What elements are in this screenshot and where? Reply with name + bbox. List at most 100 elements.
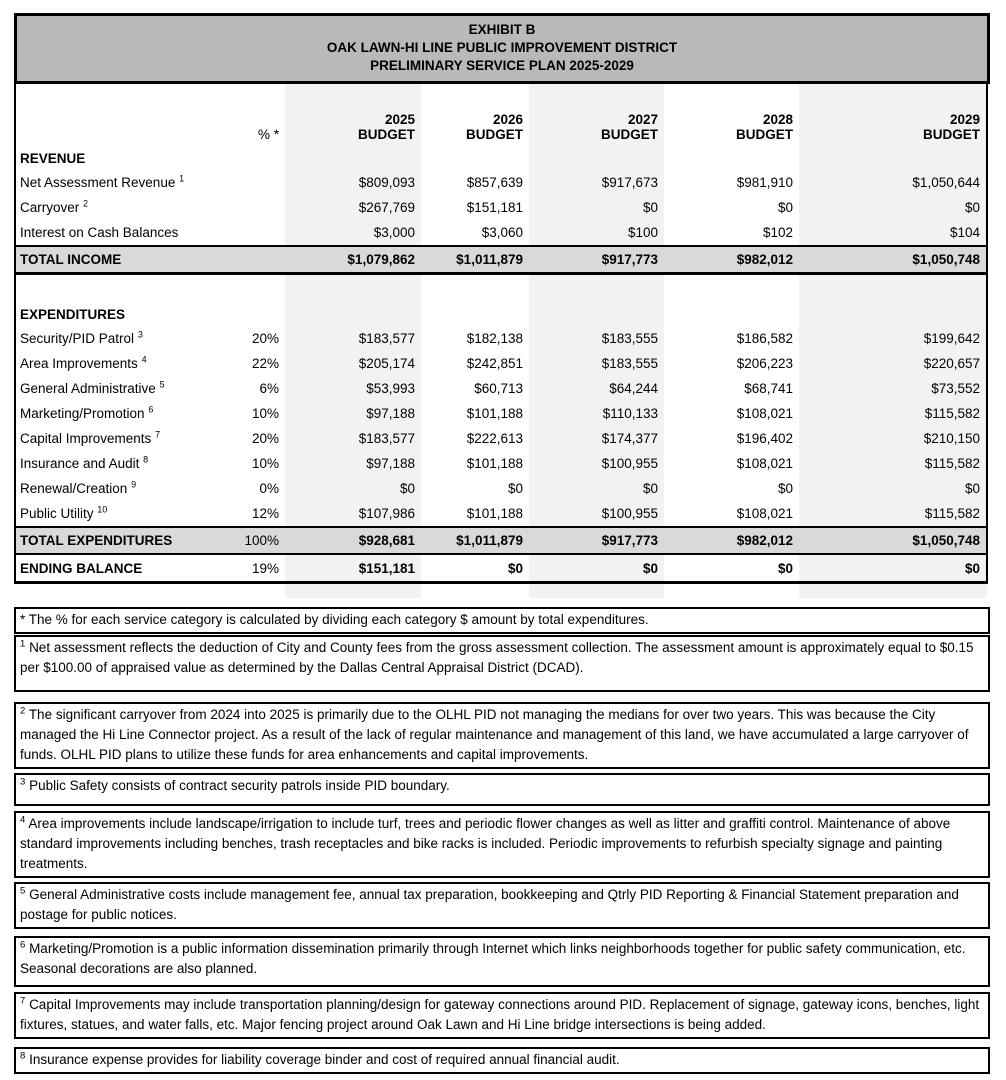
cell-pct: 10% [251, 456, 279, 471]
cell-2026: $3,060 [421, 220, 529, 247]
footnote-4: 4 Area improvements include landscape/ir… [14, 811, 990, 878]
corner-cell [14, 84, 231, 146]
footnote-ref: 8 [143, 454, 149, 465]
cell-2029 [799, 146, 988, 170]
cell-2029: $1,050,644 [799, 170, 988, 195]
cell-2026: $0 [421, 554, 529, 584]
cell-2028: $108,021 [664, 501, 799, 528]
cell-pct: 0% [259, 481, 279, 496]
cell-2028: $981,910 [736, 175, 793, 190]
row-label: Marketing/Promotion 6 [14, 401, 231, 426]
footnote-text: Insurance expense provides for liability… [29, 1052, 620, 1067]
year-header-2028: 2028 BUDGET [736, 112, 793, 142]
cell-2029: $115,582 [799, 501, 988, 528]
row-marketing-promotion: Marketing/Promotion 6 10% $97,188 $101,188 $… [14, 401, 988, 426]
year-header-2026: 2026 BUDGET [466, 112, 523, 142]
cell-2028: $102 [664, 220, 799, 247]
cell-2027: $917,673 [529, 170, 664, 195]
footnote-asterisk: * The % for each service category is cal… [14, 607, 990, 634]
footnote-ref: 7 [155, 429, 161, 440]
cell-2026: $60,713 [474, 381, 523, 396]
column-header-row: % * 2025 BUDGET 2026 BUDGET 2027 BUDGET 2028 BUD… [14, 84, 988, 146]
footnote-ref: 1 [179, 173, 185, 184]
footnote-ref: 10 [97, 504, 108, 515]
footnote-marker: 8 [20, 1050, 26, 1062]
row-interest-on-cash-balances: Interest on Cash Balances $3,000 $3,060 $10… [14, 220, 988, 247]
cell-2026: $101,188 [466, 456, 523, 471]
cell-2027: $110,133 [529, 401, 664, 426]
cell-pct [231, 302, 285, 326]
row-label: Public Utility 10 [14, 501, 231, 528]
cell-2029 [799, 582, 987, 598]
cell-2025: $97,188 [285, 451, 421, 476]
cell-2025: $97,188 [285, 401, 421, 426]
footnote-8: 8 Insurance expense provides for liabili… [14, 1047, 990, 1074]
cell-pct: 22% [251, 356, 279, 371]
footnotes-section: * The % for each service category is cal… [14, 607, 990, 1074]
footnote-marker: 4 [20, 814, 26, 826]
footnote-ref: 9 [131, 479, 137, 490]
footnote-text: The significant carryover from 2024 into… [20, 707, 969, 762]
revenue-section-row: REVENUE [14, 146, 988, 170]
stripe-spacer-row [15, 582, 987, 599]
cell-2029: $73,552 [799, 376, 988, 401]
cell-2029: $1,050,748 [799, 526, 988, 555]
row-label: Area Improvements 4 [14, 351, 231, 376]
cell-2027: $100,955 [529, 501, 664, 528]
footnote-ref: 2 [83, 198, 89, 209]
footnote-marker: 2 [20, 705, 26, 717]
cell-2029: $0 [799, 195, 988, 220]
blank-row [14, 273, 988, 303]
cell-2028: $0 [777, 481, 793, 496]
row-label: Capital Improvements 7 [14, 426, 231, 451]
row-label: Carryover 2 [14, 195, 231, 220]
cell-2025: $928,681 [285, 526, 421, 555]
cell-2028: $982,012 [664, 526, 799, 555]
cell-2027: $174,377 [529, 426, 664, 451]
cell-2028: $68,741 [744, 381, 793, 396]
footnote-6: 6 Marketing/Promotion is a public inform… [14, 936, 990, 987]
cell-2025: $205,174 [285, 351, 421, 376]
footnote-text: Net assessment reflects the deduction of… [20, 640, 974, 675]
cell-2028: $108,021 [736, 406, 793, 421]
cell-2025 [285, 582, 421, 598]
footnote-ref: 6 [148, 404, 154, 415]
cell-pct [231, 274, 285, 303]
cell-pct: 12% [231, 501, 285, 528]
cell-2026: $151,181 [466, 200, 523, 215]
cell-pct [231, 220, 285, 247]
cell-2025 [285, 146, 421, 170]
cell-2029 [799, 273, 988, 302]
cell-2025: $0 [285, 476, 421, 501]
row-label: Interest on Cash Balances [14, 220, 231, 247]
footnote-7: 7 Capital Improvements may include trans… [14, 992, 990, 1039]
footnote-marker: 7 [20, 995, 26, 1007]
footnote-5: 5 General Administrative costs include m… [14, 882, 990, 929]
cell-2028 [664, 302, 799, 326]
budget-table: % * 2025 BUDGET 2026 BUDGET 2027 BUDGET 2028 BUD… [14, 84, 988, 598]
cell-2026: $1,011,879 [421, 245, 529, 275]
row-label: Renewal/Creation 9 [14, 476, 231, 501]
cell-2027 [529, 582, 664, 598]
cell-2025: $3,000 [285, 220, 421, 247]
cell-pct [231, 170, 285, 195]
row-carryover: Carryover 2 $267,769 $151,181 $0 $0 $0 [14, 195, 988, 220]
cell-2026 [421, 583, 529, 599]
cell-2028: $186,582 [736, 331, 793, 346]
cell-2026 [421, 274, 529, 303]
year-header-2027: 2027 BUDGET [529, 84, 664, 146]
cell-2029: $0 [799, 476, 988, 501]
row-label: Insurance and Audit 8 [14, 451, 231, 476]
footnote-ref: 5 [159, 379, 165, 390]
cell-2028: $206,223 [736, 356, 793, 371]
title-line-exhibit: EXHIBIT B [468, 22, 536, 37]
cell-2027: $183,555 [529, 351, 664, 376]
cell-pct [231, 195, 285, 220]
cell-2029: $199,642 [799, 326, 988, 351]
cell-pct: 20% [251, 431, 279, 446]
cell-label [14, 273, 231, 302]
cell-2027: $0 [529, 476, 664, 501]
cell-2026: $182,138 [466, 331, 523, 346]
cell-2025 [285, 273, 421, 302]
row-insurance-and-audit: Insurance and Audit 8 10% $97,188 $101,188 $… [14, 451, 988, 476]
